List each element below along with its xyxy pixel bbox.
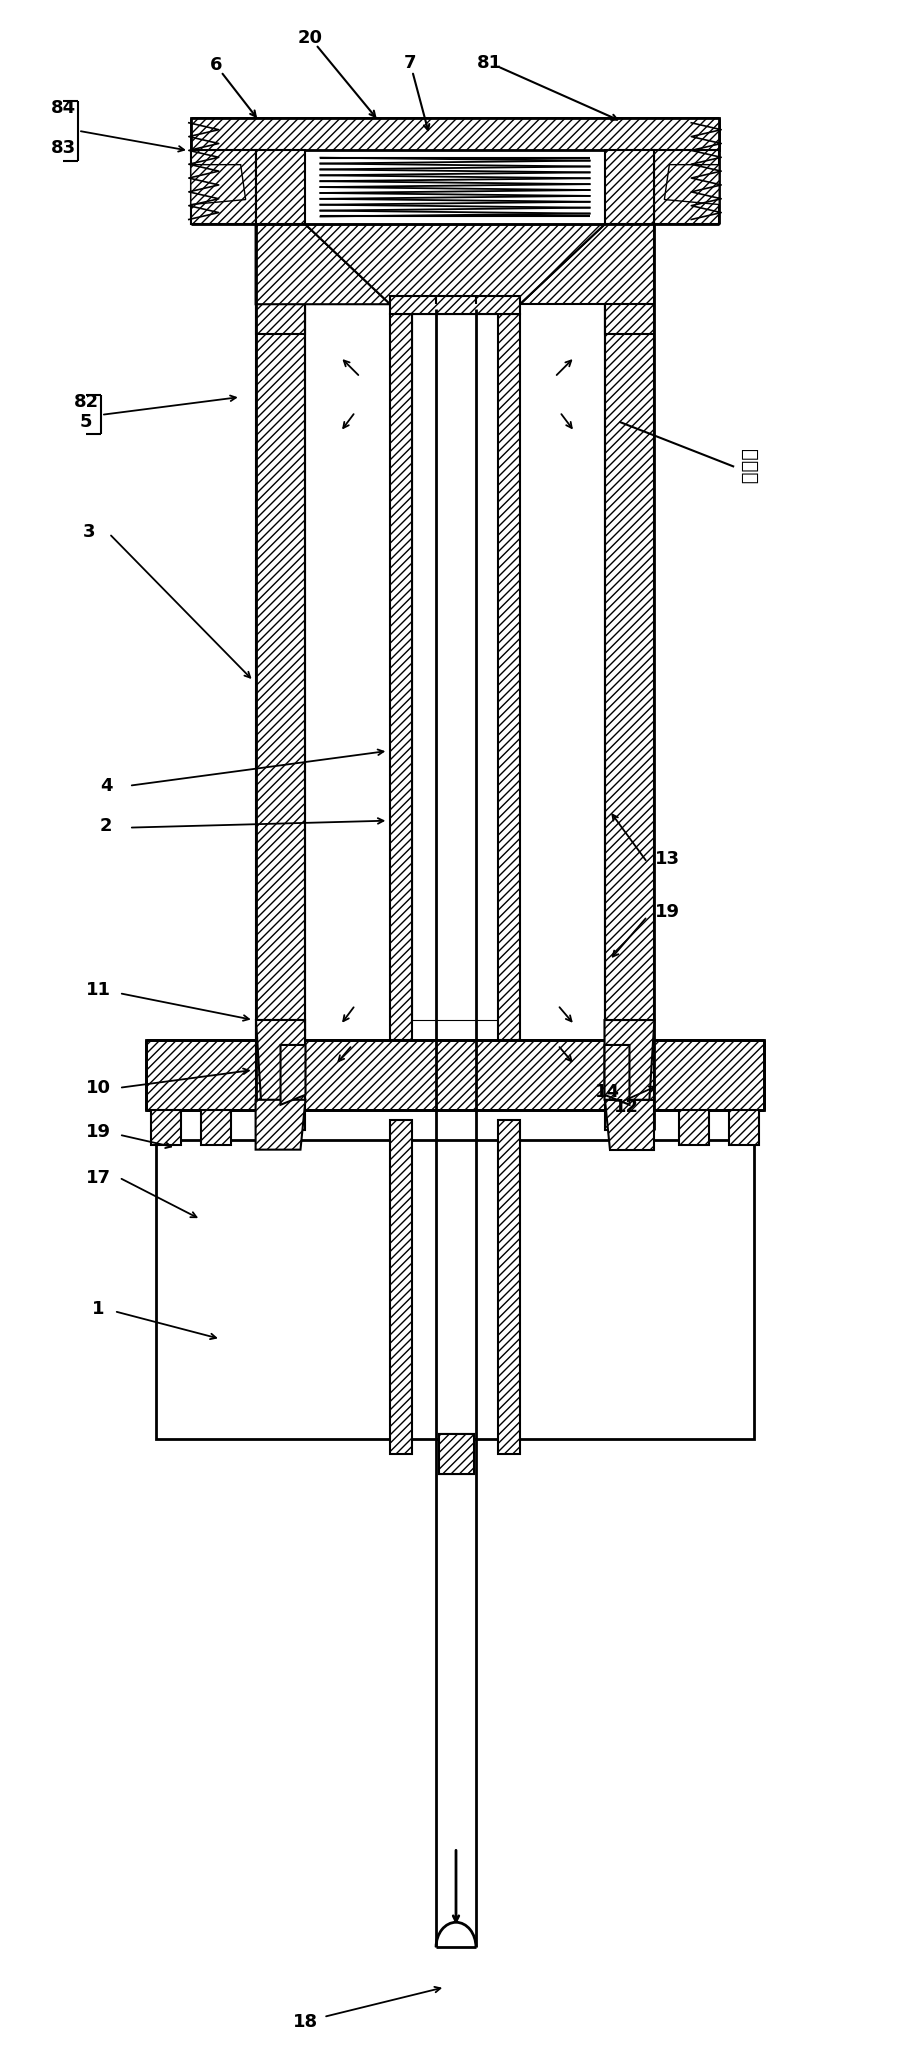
Bar [200, 1109, 230, 1145]
Bar [729, 1109, 758, 1145]
Text: 11: 11 [86, 981, 110, 1000]
Text: 82: 82 [74, 393, 98, 411]
Polygon shape [604, 1021, 654, 1099]
Bar [604, 149, 654, 225]
Text: 5: 5 [80, 413, 92, 432]
Bar [190, 118, 719, 149]
Polygon shape [519, 225, 654, 304]
Text: 1: 1 [92, 1300, 104, 1318]
Bar [412, 314, 497, 1021]
Text: 17: 17 [86, 1169, 110, 1186]
Text: 84: 84 [51, 99, 76, 118]
Bar [604, 1021, 654, 1130]
Text: 13: 13 [654, 849, 679, 868]
Text: 3: 3 [83, 523, 96, 541]
Bar [438, 1434, 474, 1473]
Bar [390, 314, 412, 1039]
Bar [654, 149, 719, 225]
Polygon shape [190, 165, 245, 205]
Text: 19: 19 [654, 903, 679, 921]
Polygon shape [604, 1045, 629, 1105]
Bar [497, 314, 519, 1039]
Bar [190, 149, 255, 225]
Bar [255, 149, 305, 225]
Polygon shape [604, 1099, 654, 1149]
Text: 20: 20 [298, 29, 322, 48]
Text: 7: 7 [404, 54, 416, 72]
Bar [438, 1434, 474, 1473]
Bar [150, 1109, 180, 1145]
Bar [255, 225, 305, 335]
Bar [679, 1109, 709, 1145]
Bar [604, 304, 654, 1081]
Polygon shape [255, 1099, 305, 1149]
Bar [497, 1120, 519, 1454]
Bar [255, 1021, 305, 1130]
Text: 83: 83 [51, 138, 76, 157]
Text: 出口簧: 出口簧 [738, 448, 757, 483]
Text: 4: 4 [99, 777, 112, 795]
Text: 14: 14 [594, 1083, 619, 1101]
Text: 6: 6 [210, 56, 221, 74]
Polygon shape [255, 1021, 305, 1099]
Text: 10: 10 [86, 1078, 110, 1097]
Bar [146, 1039, 763, 1109]
Bar [255, 304, 305, 1081]
Text: 81: 81 [476, 54, 502, 72]
Text: 18: 18 [292, 2012, 318, 2031]
Polygon shape [281, 1045, 305, 1105]
Polygon shape [305, 225, 604, 304]
Text: 2: 2 [99, 816, 112, 835]
Bar [604, 225, 654, 335]
Polygon shape [663, 165, 719, 205]
Bar [390, 1120, 412, 1454]
Text: 19: 19 [86, 1122, 110, 1140]
Bar [390, 295, 519, 314]
Polygon shape [255, 225, 390, 304]
Bar [156, 1140, 753, 1438]
Text: 12: 12 [613, 1097, 639, 1116]
